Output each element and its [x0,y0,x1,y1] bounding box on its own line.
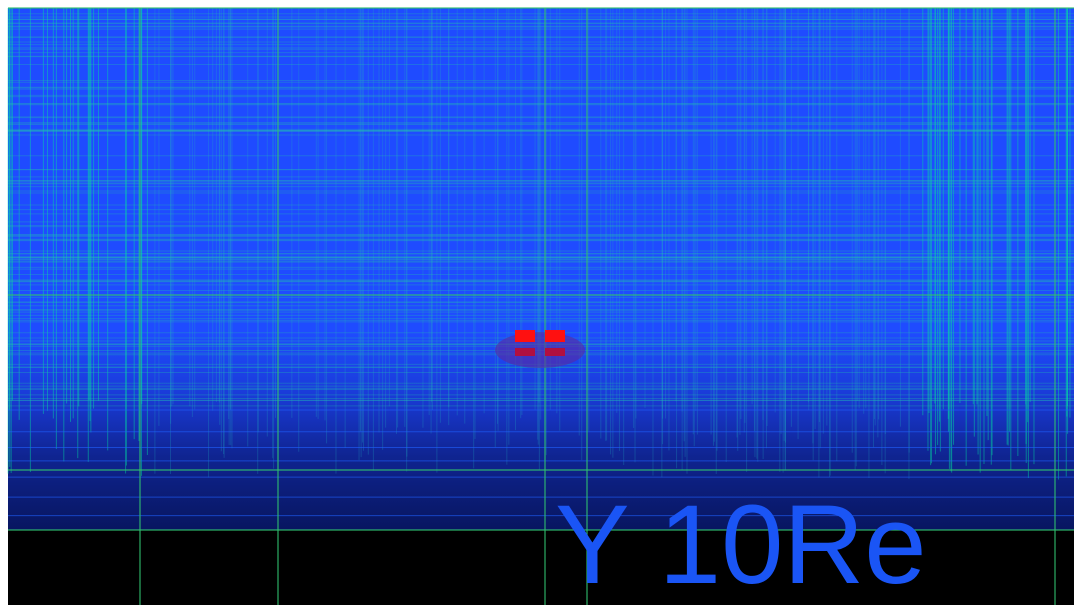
hot-spot [495,330,585,368]
dark-red-cell [545,348,565,356]
dark-red-cell [515,348,535,356]
field-region [8,8,1074,530]
mesh-grid [7,7,1074,605]
axis-label: Y 10Re [555,482,927,607]
halo [495,332,585,368]
red-cell [545,330,565,342]
red-cell [515,330,535,342]
